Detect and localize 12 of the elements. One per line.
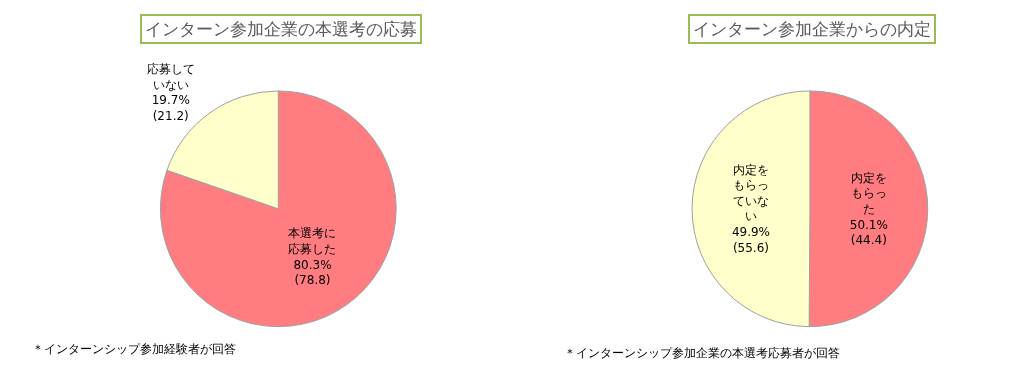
slice-label: 内定をもらっていない xyxy=(732,162,769,224)
text: ＊インターンシップ参加経験者が回答 xyxy=(32,342,236,356)
slice-label: 応募していない xyxy=(146,62,195,92)
chart-title: インターン参加企業からの内定 xyxy=(693,19,931,39)
data-label: 80.3% (78.8) xyxy=(293,257,332,288)
data-label: 49.9% (55.6) xyxy=(731,225,771,255)
data-label: 50.1% (44.4) xyxy=(849,217,888,248)
data-label: 19.7% (21.2) xyxy=(151,93,190,124)
slice-label: 本選考に応募した xyxy=(288,226,337,256)
chart-title: インターン参加企業の本選考の応募 xyxy=(145,19,417,39)
slice-label: 内定をもらった xyxy=(850,170,887,216)
text: ＊インターンシップ参加企業の本選考応募者が回答 xyxy=(564,346,840,360)
